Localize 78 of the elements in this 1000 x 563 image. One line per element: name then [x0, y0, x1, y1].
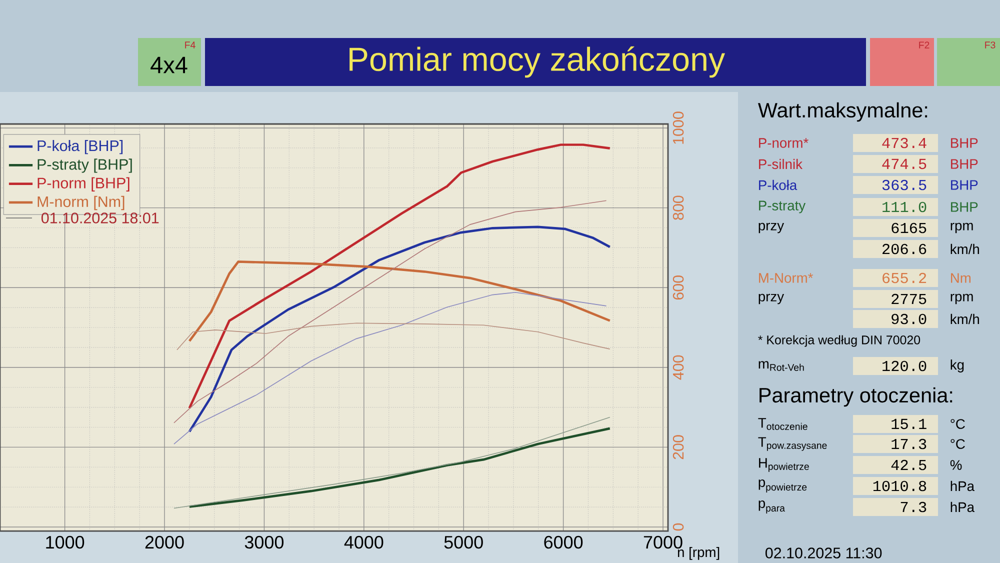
text: 15.1: [892, 418, 926, 430]
text: 206.6: [882, 244, 926, 254]
line-series: [188, 144, 612, 410]
text: P-silnik: [759, 158, 803, 170]
y-tick-label: 800: [672, 196, 684, 220]
y-tick-label: 1000: [672, 112, 684, 144]
text: 02.10.2025 11:30: [765, 548, 882, 558]
text: °C: [950, 419, 965, 429]
text: $\text{m}_{\text{Rot-Veh}}$: [758, 361, 804, 371]
text: * Korekcja według DIN 70020: [758, 335, 920, 347]
text: F2: [919, 42, 930, 48]
text: BHP: [951, 202, 978, 212]
line-series: [174, 292, 607, 444]
text: hPa: [950, 480, 975, 492]
text: przy: [758, 222, 784, 234]
text: Parametry otoczenia:: [760, 387, 952, 407]
text: 42.5: [891, 460, 926, 470]
x-tick-label: 7000: [644, 536, 682, 549]
text: 474.5: [882, 158, 926, 170]
text: Nm: [951, 273, 970, 283]
text: 120.0: [882, 360, 926, 372]
chart-title: Pomiar mocy zakończony: [350, 46, 726, 78]
text: F4: [185, 42, 196, 48]
legend-label: P-straty [BHP]: [38, 158, 132, 173]
text: BHP: [951, 138, 978, 148]
text: BHP: [951, 180, 978, 190]
text: 4x4: [150, 56, 188, 74]
x-tick-label: 3000: [244, 536, 284, 549]
text: 473.4: [882, 138, 926, 148]
text: P-norm*: [759, 138, 808, 148]
text: 17.3: [892, 438, 926, 450]
line-series: [176, 322, 610, 350]
text: rpm: [950, 222, 973, 234]
legend-label: P-norm [BHP]: [38, 177, 130, 192]
text: 93.0: [892, 314, 926, 324]
text: $\text{T}_{\text{otoczenie}}$: [758, 418, 808, 430]
text: km/h: [950, 244, 979, 254]
x-tick-label: 2000: [145, 536, 184, 549]
y-tick-label: 200: [672, 435, 684, 460]
text: P-koła: [759, 180, 798, 190]
y-tick-label: 400: [672, 355, 684, 380]
text: Wart.maksymalne:: [758, 102, 928, 122]
line-series: [174, 200, 607, 424]
text: 363.5: [882, 180, 926, 190]
text: przy: [758, 294, 784, 304]
text: BHP: [951, 159, 978, 169]
text: %: [950, 460, 962, 470]
text: 111.0: [882, 202, 926, 212]
text: km/h: [950, 314, 979, 324]
line-series: [188, 427, 612, 508]
legend-label: P-koła [BHP]: [38, 140, 123, 154]
text: M-Norm*: [759, 273, 814, 283]
text: 655.2: [882, 272, 926, 284]
legend-label: M-norm [Nm]: [38, 196, 124, 210]
x-tick-label: 1000: [46, 536, 84, 549]
text: 1010.8: [873, 480, 926, 492]
text: $\text{T}_{\text{pow.zasysane}}$: [758, 437, 827, 451]
x-tick-label: 4000: [344, 536, 384, 549]
text: P-straty: [759, 200, 806, 214]
text: 2775: [892, 294, 926, 304]
text: °C: [950, 439, 965, 449]
x-tick-label: 6000: [544, 536, 583, 549]
text: 6165: [892, 222, 926, 234]
text: F3: [985, 42, 996, 48]
text: $\text{p}_{\text{powietrze}}$: [758, 479, 807, 493]
annotation: 01.10.2025 18:01: [41, 212, 159, 224]
line-series: [174, 416, 610, 509]
y-tick-label: 600: [672, 276, 684, 300]
y-tick-label: 0: [672, 523, 684, 531]
text: kg: [950, 360, 964, 372]
text: hPa: [950, 502, 975, 512]
line-series: [188, 260, 612, 342]
text: $\text{H}_{\text{powietrze}}$: [759, 458, 809, 472]
x-tick-label: 5000: [444, 536, 483, 549]
text: $\text{p}_{\text{para}}$: [758, 500, 785, 514]
text: 7.3: [900, 502, 926, 512]
line-series: [188, 226, 612, 433]
text: rpm: [950, 294, 973, 304]
